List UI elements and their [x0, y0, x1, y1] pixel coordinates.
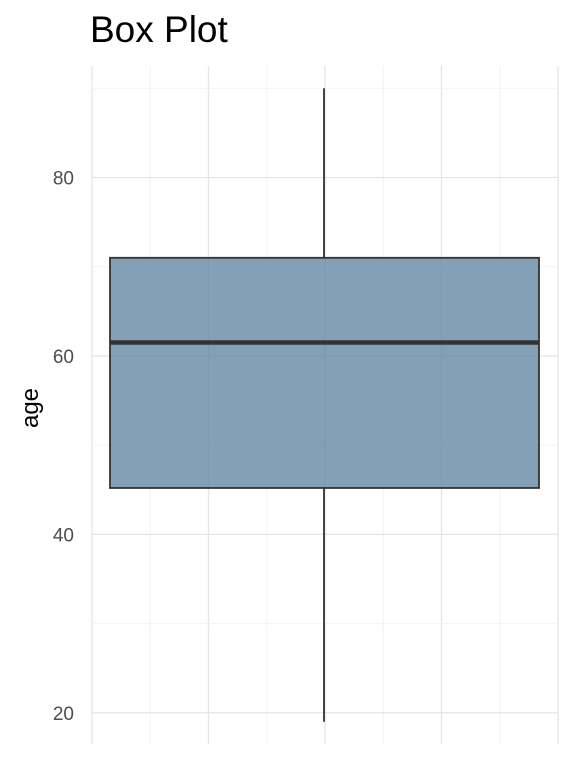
tick-layer: 20 40 60 80: [53, 169, 74, 725]
y-tick-label: 80: [53, 169, 74, 190]
chart-title: Box Plot: [90, 9, 228, 50]
y-tick-label: 20: [53, 704, 74, 725]
box-iqr: [109, 256, 540, 489]
y-tick-label: 60: [53, 347, 74, 368]
y-tick-label: 40: [53, 525, 74, 546]
plot-layer: [109, 88, 540, 722]
y-axis-title: age: [17, 388, 44, 428]
